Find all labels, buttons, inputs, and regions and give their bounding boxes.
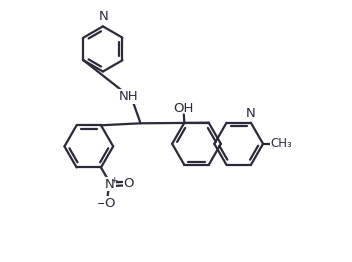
Text: OH: OH [174, 102, 194, 115]
Text: O: O [104, 197, 115, 210]
Text: NH: NH [119, 90, 138, 103]
Text: N: N [245, 107, 255, 120]
Text: +: + [110, 176, 118, 185]
Text: CH₃: CH₃ [270, 137, 292, 150]
Text: N: N [99, 10, 108, 23]
Text: N: N [105, 178, 115, 191]
Text: −: − [96, 197, 106, 210]
Text: O: O [123, 177, 134, 190]
